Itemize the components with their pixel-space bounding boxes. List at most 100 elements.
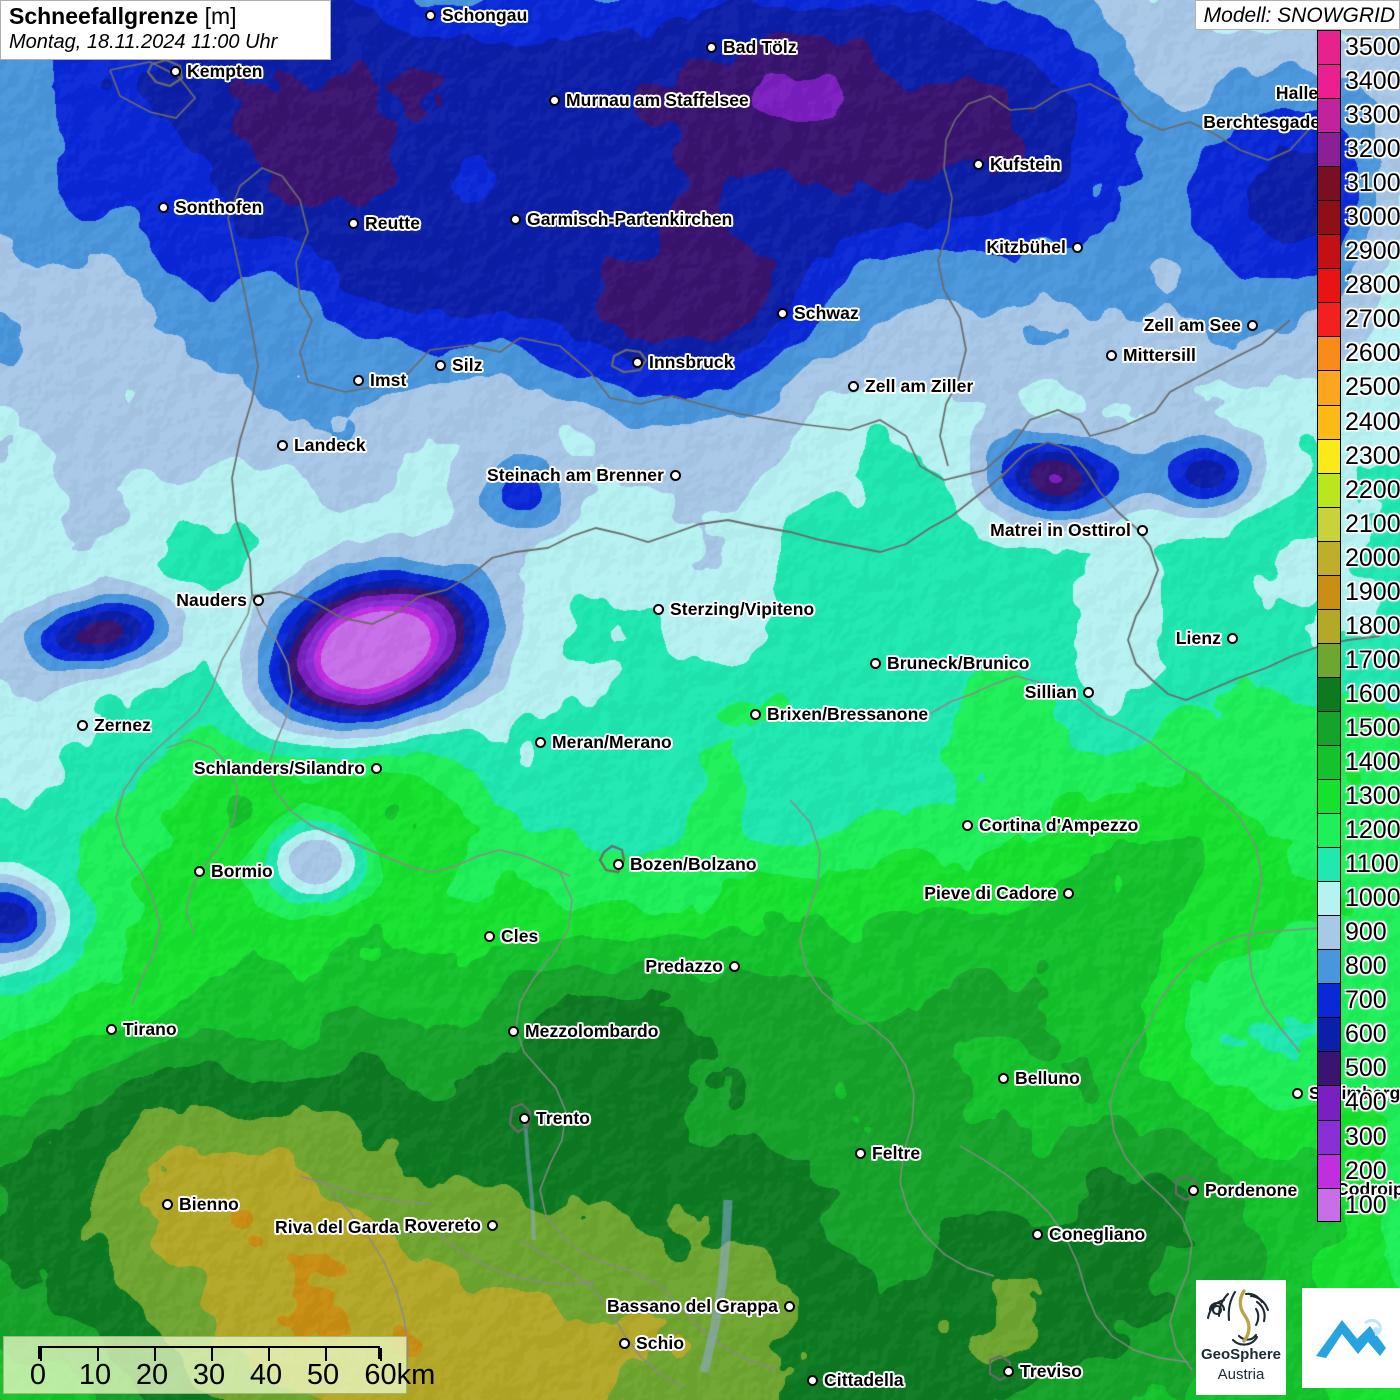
city-label: Garmisch-Partenkirchen [527,209,733,229]
colorbar-tick-label: 1500 [1345,713,1400,742]
city-label: Feltre [872,1143,921,1163]
city-marker[interactable]: Meran/Merano [535,732,672,753]
city-label: Bassano del Grappa [606,1296,778,1316]
city-marker[interactable]: Lienz [1176,628,1238,649]
colorbar-cell [1317,506,1341,541]
city-marker[interactable]: Imst [353,370,406,391]
city-marker[interactable]: Riva del Garda [275,1217,416,1238]
city-marker[interactable]: Kitzbühel [986,237,1083,258]
scale-tick [325,1348,327,1361]
city-dot-icon [777,308,788,319]
city-marker[interactable]: Zernez [77,715,151,736]
colorbar-tick-label: 2500 [1345,373,1400,402]
city-marker[interactable]: Nauders [176,590,264,611]
colorbar-tick-label: 2300 [1345,441,1400,470]
city-marker[interactable]: Mezzolombardo [508,1021,659,1042]
city-marker[interactable]: Brixen/Bressanone [750,704,928,725]
city-marker[interactable]: Schio [619,1333,684,1354]
colorbar-cell [1317,676,1341,711]
city-marker[interactable]: Treviso [1003,1361,1082,1382]
city-marker[interactable]: Mittersill [1106,345,1196,366]
colorbar-cell [1317,540,1341,575]
city-label: Belluno [1015,1068,1080,1088]
city-marker[interactable]: Feltre [855,1143,920,1164]
city-dot-icon [848,381,859,392]
city-dot-icon [706,42,717,53]
city-marker[interactable]: Silz [435,355,483,376]
colorbar-labels: 3500 3400 3300 3200 3100 3000 2900 2800 2700 2600… [1345,30,1400,1222]
colorbar-cell [1317,268,1341,303]
colorbar-tick-label: 2200 [1345,475,1400,504]
city-marker[interactable]: Kempten [170,61,263,82]
colorbar-cell [1317,370,1341,405]
city-marker[interactable]: Bormio [194,861,273,882]
city-marker[interactable]: Pordenone [1188,1180,1297,1201]
city-label: Cortina d'Ampezzo [979,815,1139,835]
city-dot-icon [998,1073,1009,1084]
city-marker[interactable]: Garmisch-Partenkirchen [510,209,732,230]
city-marker[interactable]: Schongau [425,5,527,26]
city-marker[interactable]: Belluno [998,1068,1080,1089]
geosphere-austria-logo: GeoSphere Austria [1196,1280,1286,1395]
city-label: Kitzbühel [986,237,1066,257]
city-marker[interactable]: Cortina d'Ampezzo [962,815,1138,836]
city-marker[interactable]: Innsbruck [632,352,734,373]
city-marker[interactable]: Schlanders/Silandro [194,758,382,779]
city-label: Zell am See [1143,315,1241,335]
city-label: Cittadella [824,1370,904,1390]
city-marker[interactable]: Codroipo [1330,1179,1400,1200]
city-marker[interactable]: Zell am See [1144,315,1258,336]
city-marker[interactable]: Pieve di Cadore [924,883,1074,904]
city-dot-icon [1188,1185,1199,1196]
city-marker[interactable]: Bassano del Grappa [607,1296,795,1317]
city-marker[interactable]: Bruneck/Brunico [870,653,1030,674]
city-marker[interactable]: Kufstein [973,154,1061,175]
title-unit: [m] [204,3,237,29]
scale-number: 30 [192,1359,226,1391]
title-timestamp: Montag, 18.11.2024 11:00 Uhr [9,31,278,53]
city-marker[interactable]: Tirano [106,1019,177,1040]
city-marker[interactable]: Cles [484,926,538,947]
city-marker[interactable]: Schwaz [777,303,859,324]
colorbar-cell [1317,847,1341,882]
colorbar-tick-label: 1700 [1345,645,1400,674]
city-label: Bad Tölz [723,37,797,57]
city-marker[interactable]: Matrei in Osttirol [990,520,1148,541]
city-marker[interactable]: Bad Tölz [706,37,797,58]
city-marker[interactable]: Sonthofen [158,197,262,218]
city-marker[interactable]: Rovereto [404,1215,498,1236]
colorbar-tick-label: 3500 [1345,33,1400,61]
city-marker[interactable]: Reutte [348,213,420,234]
city-dot-icon [619,1338,630,1349]
city-marker[interactable]: Murnau am Staffelsee [549,90,749,111]
geosphere-logo-line1: GeoSphere [1200,1346,1282,1363]
city-marker[interactable]: Zell am Ziller [848,376,973,397]
scale-bar-ticks [38,1346,382,1361]
city-dot-icon [371,763,382,774]
city-dot-icon [1292,1088,1303,1099]
city-marker[interactable]: Sillian [1025,682,1094,703]
city-dot-icon [1137,525,1148,536]
city-marker[interactable]: Conegliano [1032,1224,1145,1245]
city-marker[interactable]: Steinach am Brenner [487,465,681,486]
city-marker[interactable]: Bozen/Bolzano [613,854,757,875]
city-label: Pordenone [1205,1180,1298,1200]
city-marker[interactable]: Cittadella [807,1370,904,1391]
city-dot-icon [807,1375,818,1386]
colorbar-tick-label: 3000 [1345,203,1400,232]
scale-tick [380,1348,382,1361]
city-marker[interactable]: Sterzing/Vipiteno [653,599,814,620]
colorbar-cell [1317,98,1341,133]
colorbar[interactable] [1317,30,1341,1222]
city-marker[interactable]: Berchtesgaden [1203,112,1337,133]
city-marker[interactable]: Predazzo [645,956,740,977]
colorbar-tick-label: 1300 [1345,782,1400,811]
colorbar-cell [1317,1119,1341,1154]
city-marker[interactable]: Trento [519,1108,590,1129]
city-marker[interactable]: Bienno [162,1194,239,1215]
colorbar-cell [1317,200,1341,235]
city-dot-icon [729,961,740,972]
city-marker[interactable]: Landeck [277,435,366,456]
